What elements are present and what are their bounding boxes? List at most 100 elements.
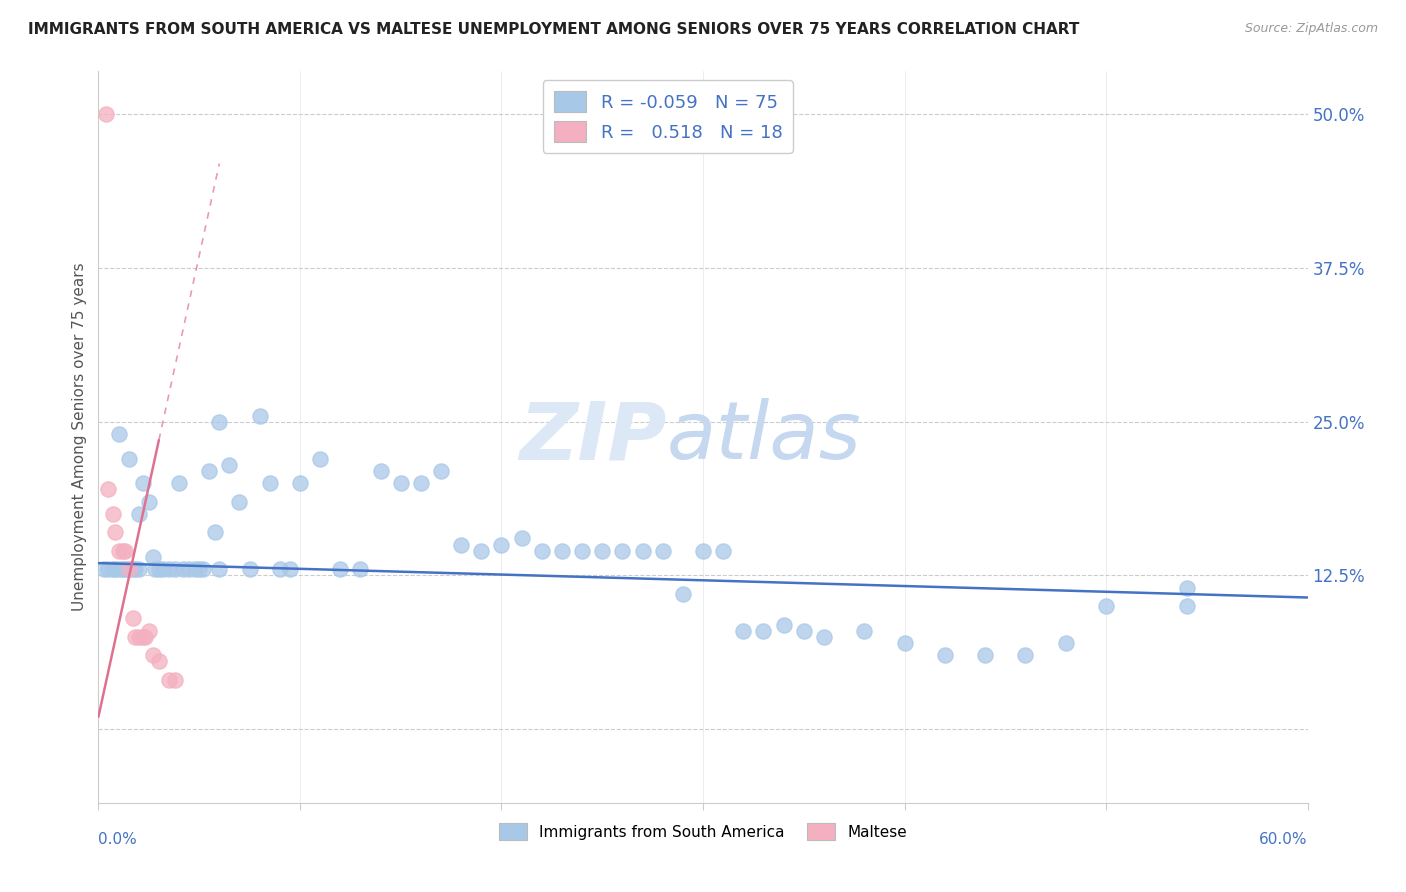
Legend: Immigrants from South America, Maltese: Immigrants from South America, Maltese [494,816,912,847]
Point [853,624,876,638]
Point [179,562,201,576]
Point [157,673,180,687]
Point [491,538,513,552]
Point [93,562,115,576]
Point [269,562,291,576]
Point [309,451,332,466]
Point [249,409,271,423]
Point [167,476,190,491]
Point [651,543,673,558]
Point [974,648,997,663]
Point [510,532,533,546]
Point [142,648,165,663]
Point [612,543,634,558]
Point [103,562,125,576]
Y-axis label: Unemployment Among Seniors over 75 years: Unemployment Among Seniors over 75 years [72,263,87,611]
Point [97,562,120,576]
Text: 60.0%: 60.0% [1260,832,1308,847]
Point [184,562,207,576]
Point [239,562,262,576]
Point [349,562,371,576]
Point [551,543,574,558]
Point [752,624,775,638]
Point [711,543,734,558]
Point [409,476,432,491]
Point [188,562,211,576]
Point [148,655,170,669]
Point [1175,599,1198,613]
Point [138,494,160,508]
Point [114,562,136,576]
Text: atlas: atlas [666,398,862,476]
Point [124,562,146,576]
Point [111,562,134,576]
Point [132,476,155,491]
Point [107,543,129,558]
Point [631,543,654,558]
Point [96,107,118,121]
Point [172,562,194,576]
Point [893,636,915,650]
Point [813,630,835,644]
Point [128,630,150,644]
Point [591,543,613,558]
Point [163,673,186,687]
Point [228,494,250,508]
Point [1175,581,1198,595]
Point [672,587,695,601]
Point [288,476,311,491]
Text: 0.0%: 0.0% [98,832,138,847]
Point [128,562,150,576]
Point [128,507,150,521]
Point [107,427,129,442]
Point [132,630,155,644]
Point [278,562,301,576]
Point [121,611,143,625]
Point [142,549,165,564]
Point [193,562,215,576]
Point [530,543,553,558]
Point [208,415,231,429]
Point [103,525,125,540]
Point [329,562,352,576]
Point [571,543,593,558]
Point [934,648,956,663]
Point [121,562,143,576]
Point [470,543,492,558]
Point [692,543,714,558]
Point [450,538,472,552]
Point [204,525,226,540]
Text: ZIP: ZIP [519,398,666,476]
Point [101,507,124,521]
Point [163,562,186,576]
Point [118,562,141,576]
Point [152,562,174,576]
Point [793,624,815,638]
Text: Source: ZipAtlas.com: Source: ZipAtlas.com [1244,22,1378,36]
Point [772,617,794,632]
Point [124,630,146,644]
Point [370,464,392,478]
Point [97,483,120,497]
Point [430,464,453,478]
Point [157,562,180,576]
Point [733,624,755,638]
Point [107,562,129,576]
Point [1054,636,1077,650]
Point [208,562,231,576]
Point [1014,648,1036,663]
Point [1095,599,1118,613]
Point [148,562,170,576]
Point [218,458,240,472]
Text: IMMIGRANTS FROM SOUTH AMERICA VS MALTESE UNEMPLOYMENT AMONG SENIORS OVER 75 YEAR: IMMIGRANTS FROM SOUTH AMERICA VS MALTESE… [28,22,1080,37]
Point [114,543,136,558]
Point [134,630,156,644]
Point [198,464,221,478]
Point [259,476,281,491]
Point [138,624,160,638]
Point [101,562,124,576]
Point [118,562,141,576]
Point [111,543,134,558]
Point [143,562,166,576]
Point [118,451,141,466]
